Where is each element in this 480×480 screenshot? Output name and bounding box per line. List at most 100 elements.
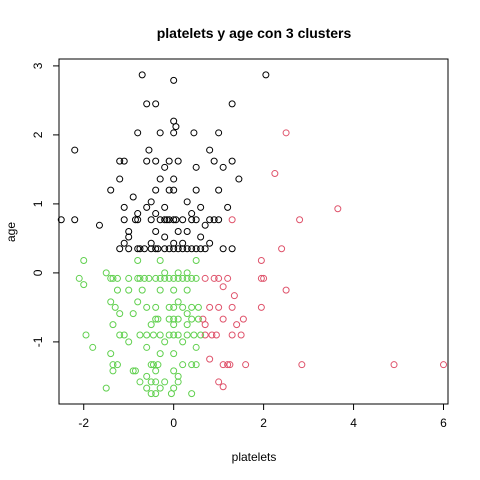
cluster-1-point bbox=[262, 71, 270, 79]
cluster-2-point bbox=[219, 283, 227, 291]
cluster-2-point bbox=[206, 355, 214, 363]
cluster-3-point bbox=[80, 256, 88, 264]
cluster-2-point bbox=[210, 274, 218, 282]
cluster-1-point bbox=[174, 245, 182, 253]
cluster-1-point bbox=[116, 245, 124, 253]
x-axis: -2 0 2 4 6 bbox=[78, 404, 447, 430]
cluster-3-point bbox=[140, 274, 148, 282]
cluster-1-point bbox=[188, 245, 196, 253]
cluster-3-point bbox=[107, 298, 115, 306]
x-tick-label: 0 bbox=[170, 416, 177, 430]
cluster-1-point bbox=[161, 163, 169, 171]
cluster-3-point bbox=[102, 269, 110, 277]
cluster-3-point bbox=[192, 256, 200, 264]
cluster-1-point bbox=[165, 157, 173, 165]
cluster-2-point bbox=[228, 303, 236, 311]
cluster-3-point bbox=[134, 298, 142, 306]
cluster-2-point bbox=[334, 205, 342, 213]
cluster-3-point bbox=[143, 343, 151, 351]
cluster-1-point bbox=[219, 163, 227, 171]
cluster-3-point bbox=[75, 274, 83, 282]
cluster-1-point bbox=[170, 245, 178, 253]
cluster-2-point bbox=[206, 303, 214, 311]
cluster-1-point bbox=[183, 228, 191, 235]
cluster-1-point bbox=[152, 100, 160, 108]
cluster-2-point bbox=[228, 216, 236, 224]
cluster-2-point bbox=[260, 274, 268, 282]
cluster-2-point bbox=[224, 274, 232, 282]
cluster-2-point bbox=[201, 321, 209, 329]
cluster-1-point bbox=[147, 245, 155, 253]
cluster-2-point bbox=[257, 303, 265, 311]
cluster-1-point bbox=[206, 239, 214, 247]
cluster-3-point bbox=[170, 367, 178, 375]
cluster-1-point bbox=[192, 163, 200, 171]
cluster-3-point bbox=[113, 274, 121, 282]
cluster-1-point bbox=[138, 71, 146, 79]
cluster-1-point bbox=[190, 129, 198, 137]
cluster-2-point bbox=[201, 274, 209, 282]
cluster-3-point bbox=[188, 361, 196, 369]
cluster-1-point bbox=[201, 245, 209, 253]
cluster-3-point bbox=[167, 390, 175, 398]
cluster-1-point bbox=[57, 216, 65, 224]
cluster-3-point bbox=[152, 378, 160, 386]
cluster-3-point bbox=[152, 274, 160, 282]
cluster-1-point bbox=[143, 203, 151, 211]
cluster-1-point bbox=[206, 216, 214, 224]
cluster-1-point bbox=[143, 157, 151, 165]
cluster-3-point bbox=[136, 274, 144, 282]
cluster-3-point bbox=[147, 378, 155, 386]
cluster-1-point bbox=[170, 175, 178, 183]
cluster-3-point bbox=[89, 343, 97, 351]
cluster-3-point bbox=[113, 361, 121, 369]
cluster-1-point bbox=[120, 157, 128, 165]
cluster-1-point bbox=[215, 186, 223, 194]
cluster-2-point bbox=[278, 245, 286, 253]
cluster-1-point bbox=[134, 216, 142, 224]
cluster-3-point bbox=[156, 331, 164, 339]
cluster-1-point bbox=[134, 129, 142, 137]
cluster-3-point bbox=[143, 372, 151, 380]
cluster-3-point bbox=[152, 303, 160, 311]
cluster-3-point bbox=[161, 378, 169, 386]
cluster-1-point bbox=[219, 245, 227, 253]
cluster-3-point bbox=[136, 331, 144, 339]
cluster-1-point bbox=[120, 239, 128, 247]
cluster-1-point bbox=[215, 129, 223, 137]
cluster-3-point bbox=[161, 274, 169, 282]
cluster-3-point bbox=[145, 274, 153, 282]
cluster-1-point bbox=[152, 245, 160, 253]
cluster-1-point bbox=[170, 129, 178, 137]
cluster-2-point bbox=[215, 378, 223, 386]
cluster-1-point bbox=[120, 216, 128, 224]
cluster-1-point bbox=[136, 245, 144, 253]
cluster-3-point bbox=[113, 286, 121, 294]
cluster-3-point bbox=[156, 256, 164, 264]
cluster-1-point bbox=[134, 245, 142, 253]
cluster-1-point bbox=[154, 245, 162, 253]
x-tick-label: 2 bbox=[260, 416, 267, 430]
cluster-1-point bbox=[116, 157, 124, 165]
cluster-3-point bbox=[125, 338, 133, 346]
cluster-1-point bbox=[188, 216, 196, 224]
cluster-2-point bbox=[230, 292, 238, 300]
data-points bbox=[57, 71, 448, 398]
cluster-2-point bbox=[228, 331, 236, 339]
x-axis-label: platelets bbox=[232, 450, 277, 464]
cluster-1-point bbox=[228, 245, 236, 253]
cluster-3-point bbox=[152, 390, 160, 398]
cluster-3-point bbox=[143, 303, 151, 311]
cluster-3-point bbox=[111, 303, 119, 311]
cluster-3-point bbox=[170, 331, 178, 339]
cluster-1-point bbox=[192, 186, 200, 194]
cluster-2-point bbox=[208, 331, 216, 339]
cluster-3-point bbox=[174, 378, 182, 386]
cluster-3-point bbox=[170, 286, 178, 294]
cluster-1-point bbox=[192, 245, 200, 253]
plot-frame bbox=[58, 58, 449, 405]
cluster-3-point bbox=[192, 343, 200, 351]
cluster-3-point bbox=[165, 274, 173, 282]
cluster-3-point bbox=[197, 331, 205, 339]
